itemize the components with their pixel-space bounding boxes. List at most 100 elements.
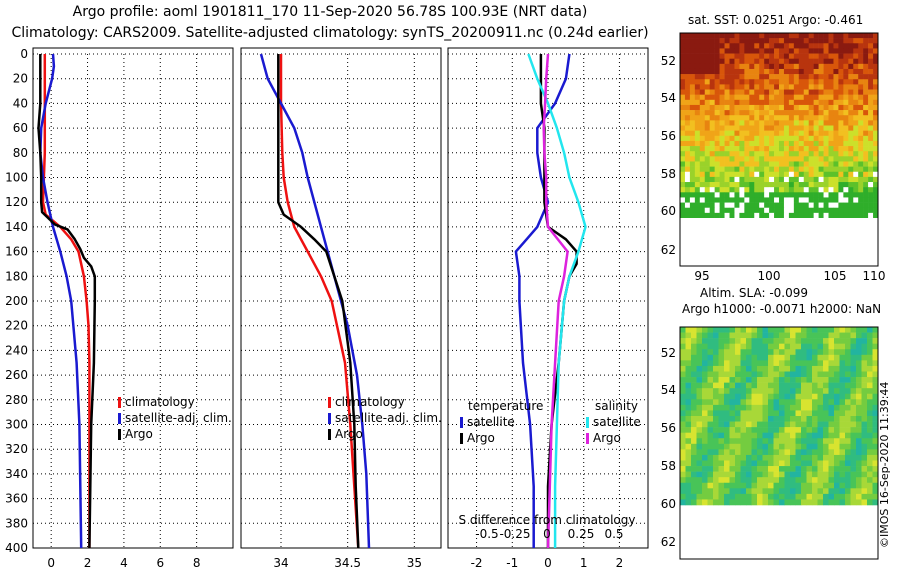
sla-cell: [839, 443, 846, 450]
sst-cell: [863, 146, 869, 152]
sst-cell: [729, 110, 735, 116]
sla-cell: [762, 460, 769, 467]
sst-cell: [684, 48, 691, 54]
sst-cell: [783, 33, 790, 39]
sla-cell: [696, 466, 703, 472]
sst-cell: [813, 151, 819, 157]
sst-cell: [739, 207, 745, 214]
sla-cell: [746, 371, 752, 378]
sst-cell: [709, 84, 715, 90]
sst-cell: [704, 135, 710, 142]
sla-cell: [806, 488, 813, 495]
sst-cell: [764, 176, 770, 183]
sla-cell: [707, 443, 714, 450]
sst-cell: [759, 115, 765, 121]
sst-cell: [818, 58, 824, 65]
sst-cell: [754, 192, 760, 198]
sla-y-tick-label: -60: [660, 497, 676, 511]
sst-cell: [788, 58, 795, 65]
sla-cell: [812, 443, 818, 450]
sst-cell: [783, 63, 790, 70]
sst-cell: [858, 79, 864, 85]
sla-cell: [751, 365, 758, 372]
sla-cell: [691, 482, 697, 489]
sst-cell: [868, 110, 874, 116]
sst-cell: [808, 115, 814, 121]
sst-cell: [729, 48, 735, 54]
sla-cell: [861, 371, 868, 378]
sst-cell: [724, 89, 730, 95]
sla-cell: [751, 354, 758, 361]
sst-cell: [759, 146, 765, 152]
sst-cell: [694, 89, 701, 95]
sst-cell: [734, 43, 740, 49]
sst-cell: [754, 63, 760, 70]
sst-cell: [853, 135, 859, 142]
sst-cell: [793, 38, 800, 44]
sst-cell: [764, 171, 770, 178]
sla-cell: [795, 343, 802, 350]
sla-cell: [861, 477, 868, 484]
sst-cell: [754, 182, 760, 188]
sla-cell: [762, 327, 769, 333]
sla-cell: [856, 493, 862, 500]
sst-cell: [843, 84, 849, 90]
sst-cell: [853, 151, 859, 157]
sla-cell: [735, 499, 741, 506]
sst-cell: [818, 166, 824, 173]
sla-cell: [828, 477, 835, 484]
sla-cell: [768, 471, 774, 478]
sst-cell: [754, 156, 760, 162]
sla-cell: [707, 349, 714, 356]
sst-cell: [803, 212, 809, 219]
sla-cell: [839, 438, 846, 445]
sst-cell: [838, 84, 844, 90]
sst-cell: [858, 187, 864, 193]
sla-cell: [806, 393, 813, 400]
sst-cell: [863, 89, 869, 95]
sla-cell: [779, 449, 785, 456]
sla-cell: [680, 354, 686, 361]
sla-cell: [790, 466, 796, 472]
sla-cell: [707, 438, 714, 445]
sst-cell: [828, 156, 834, 162]
legend-swatch: [328, 413, 331, 424]
sla-cell: [872, 416, 879, 422]
sla-cell: [724, 404, 730, 411]
x-tick-label: 1: [580, 556, 588, 570]
sst-cell: [813, 115, 819, 121]
sst-cell: [734, 207, 740, 214]
sst-cell: [684, 187, 691, 193]
sla-cell: [795, 460, 802, 467]
sst-cell: [863, 125, 869, 131]
sla-cell: [812, 421, 818, 428]
sst-cell: [803, 115, 809, 121]
sla-cell: [867, 388, 873, 395]
sla-cell: [790, 499, 796, 506]
sla-cell: [751, 410, 758, 417]
sla-cell: [812, 438, 818, 445]
sst-cell: [719, 120, 725, 126]
sst-cell: [764, 84, 770, 90]
sla-cell: [812, 404, 818, 411]
sst-cell: [823, 53, 829, 59]
sst-cell: [833, 120, 839, 126]
sla-cell: [713, 438, 719, 445]
sst-cell: [818, 110, 824, 116]
sst-cell: [699, 120, 706, 126]
sst-cell: [798, 156, 805, 162]
sst-cell: [818, 207, 824, 214]
sst-cell: [828, 63, 834, 70]
sst-cell: [858, 68, 864, 75]
sst-cell: [729, 115, 735, 121]
sst-cell: [843, 197, 849, 203]
sla-cell: [784, 354, 791, 361]
sla-cell: [850, 382, 857, 389]
sla-cell: [773, 438, 780, 445]
sst-cell: [724, 48, 730, 54]
sst-cell: [833, 99, 839, 106]
sst-cell: [699, 38, 706, 44]
sst-cell: [714, 79, 720, 85]
sst-cell: [739, 110, 745, 116]
sst-cell: [818, 135, 824, 142]
